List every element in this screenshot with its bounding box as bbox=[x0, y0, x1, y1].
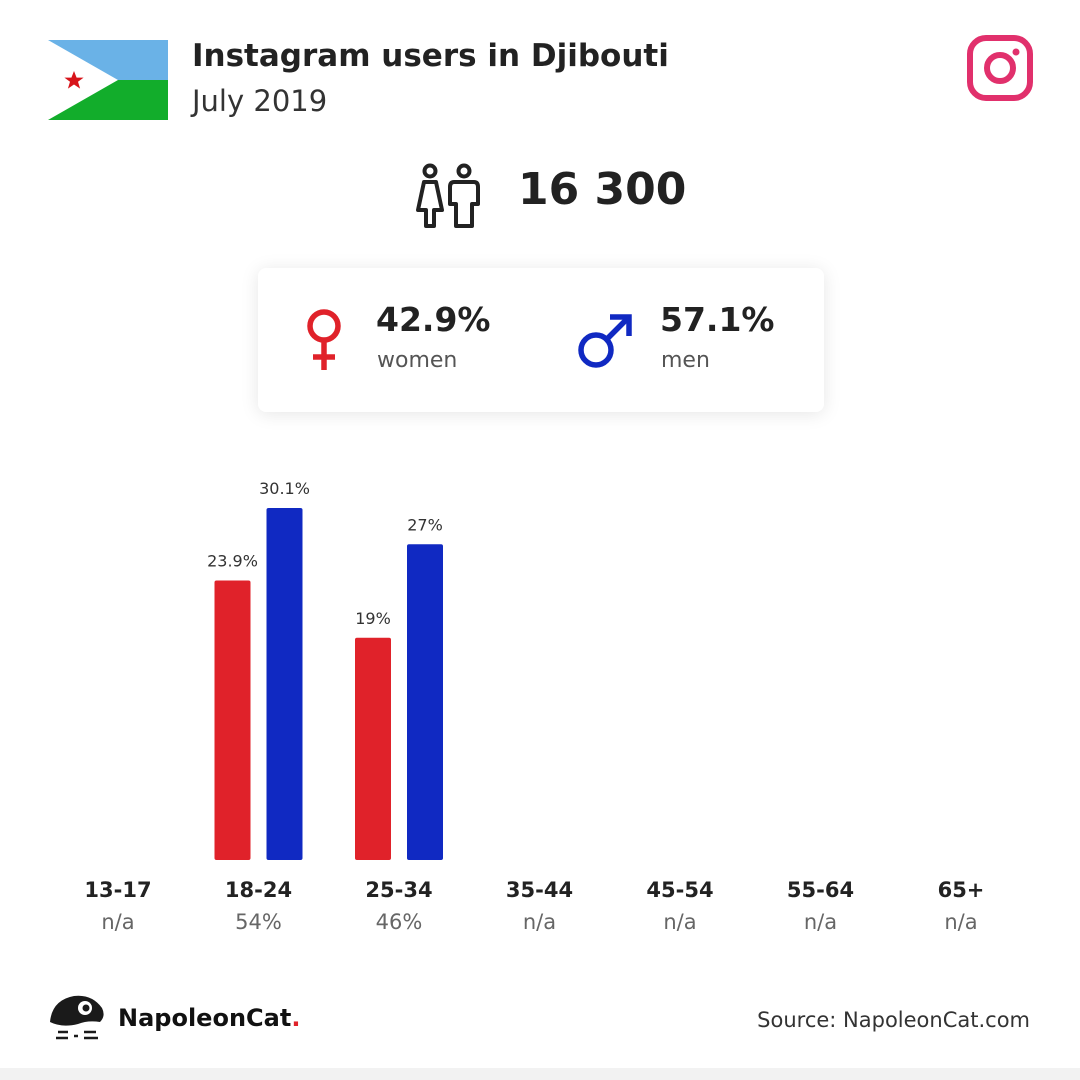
footer-brand: NapoleonCat. bbox=[118, 1004, 300, 1032]
people-icon bbox=[416, 163, 480, 228]
page-title: Instagram users in Djibouti bbox=[192, 38, 669, 74]
instagram-icon bbox=[967, 35, 1033, 101]
age-group-share: 54% bbox=[235, 910, 282, 934]
total-users: 16 300 bbox=[518, 164, 687, 215]
age-group-label: 65+ bbox=[937, 878, 985, 902]
brand-dot: . bbox=[291, 1004, 301, 1032]
women-percentage: 42.9% bbox=[376, 300, 491, 339]
male-symbol-icon bbox=[578, 314, 632, 368]
age-group-share: n/a bbox=[663, 910, 697, 934]
bottom-strip bbox=[0, 1068, 1080, 1080]
age-group-label: 45-54 bbox=[646, 878, 714, 902]
age-group-label: 25-34 bbox=[365, 878, 433, 902]
bar-label-men-25-34: 27% bbox=[407, 515, 443, 534]
age-group-share: n/a bbox=[944, 910, 978, 934]
age-group-label: 13-17 bbox=[84, 878, 152, 902]
age-group-label: 35-44 bbox=[505, 878, 574, 902]
age-group-share: n/a bbox=[522, 910, 557, 934]
age-group-share: n/a bbox=[803, 910, 838, 934]
bar-women-18-24 bbox=[214, 580, 251, 860]
men-label: men bbox=[661, 348, 710, 373]
bar-men-25-34 bbox=[407, 544, 443, 860]
djibouti-flag bbox=[48, 40, 168, 120]
page-subtitle: July 2019 bbox=[192, 84, 328, 118]
age-group-label: 55-64 bbox=[786, 878, 855, 902]
age-group-label: 18-24 bbox=[224, 878, 293, 902]
source-credit: Source: NapoleonCat.com bbox=[757, 1008, 1030, 1032]
bar-label-men-18-24: 30.1% bbox=[259, 479, 310, 498]
napoleoncat-logo-icon bbox=[50, 995, 104, 1040]
bar-label-women-25-34: 19% bbox=[355, 609, 391, 628]
men-percentage: 57.1% bbox=[660, 300, 775, 339]
age-group-share: n/a bbox=[101, 910, 135, 934]
bar-label-women-18-24: 23.9% bbox=[207, 552, 258, 571]
women-label: women bbox=[377, 348, 458, 373]
gender-card: 42.9% women 57.1% men bbox=[258, 268, 824, 412]
age-group-share: 46% bbox=[375, 910, 423, 934]
bar-women-25-34 bbox=[355, 637, 391, 860]
bar-men-18-24 bbox=[266, 508, 303, 860]
age-bar-chart: 23.9% 30.1% 19% 27% bbox=[207, 479, 443, 860]
brand-name: NapoleonCat bbox=[118, 1004, 292, 1032]
female-symbol-icon bbox=[307, 309, 341, 370]
